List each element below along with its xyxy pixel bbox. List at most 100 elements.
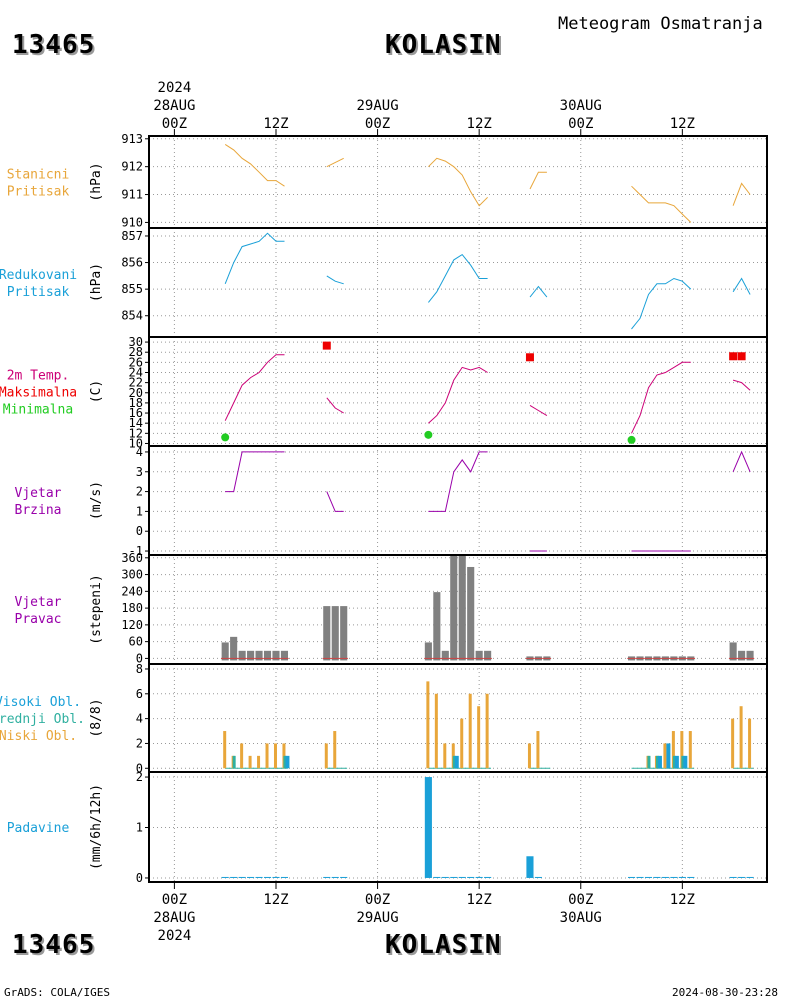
cloud-mid-bar-3 [647,755,651,769]
ytick-label-precip-1: 1 [136,821,143,835]
side-label-wind-0: Vjetar [15,486,62,501]
cloud-high-bar-4 [674,755,679,769]
xtick-label-top-4: 00Z [568,116,593,132]
ytick-label-temperature-0: 10 [129,436,143,450]
cloud-low-bar-0 [223,731,227,769]
direction-bar-2 [238,650,246,661]
xtick-label-top-5: 12Z [670,116,695,132]
series-line-reduced-2 [428,253,488,303]
precip-bar-21 [627,876,636,878]
ytick-label-direction-4: 240 [121,584,143,598]
cloud-low-bar-30 [748,718,752,769]
ytick-label-clouds-0: 0 [136,761,143,775]
ytick-label-reduced-1: 855 [121,282,143,296]
cloud-low-bar-11 [434,693,438,769]
direction-bar-18 [484,650,492,661]
panel-precip: 0 1 2 (mm/6h/12h) Padavine [7,770,768,885]
precip-bar-15 [458,876,466,878]
cloud-low-bar-12 [443,743,447,769]
cloud-low-bar-17 [485,693,489,769]
precip-bar-10 [340,876,348,878]
panel-reduced: 854 855 856 857 (hPa) Redukovani Pritisak [0,227,768,338]
side-label-clouds-0: Visoki Obl. [0,695,81,710]
direction-bar-10 [340,606,348,661]
ytick-label-temperature-3: 16 [129,406,143,420]
cloud-low-bar-10 [426,681,430,769]
cloud-mid-bar-6 [681,755,685,769]
side-label-clouds-2: Niski Obl. [0,729,77,744]
direction-bar-8 [323,606,331,661]
series-line-wind-2 [428,451,488,512]
cloud-low-bar-26 [680,731,684,769]
precip-bar-16 [467,876,475,878]
series-line-temperature-3 [529,404,548,417]
station-name-top: KOLASIN [385,30,502,60]
side-label-pressure-0: Stanicni [7,168,70,183]
ytick-label-temperature-4: 18 [129,396,143,410]
precip-bar-31 [746,876,754,878]
series-line-wind-1 [326,491,344,512]
cloud-low-bar-16 [477,706,481,769]
precip-bar-5 [263,876,272,878]
precip-bar-17 [475,876,483,878]
ytick-label-reduced-3: 857 [121,229,143,243]
tmax-marker-0 [322,341,331,350]
cloud-mid-bar-2 [452,755,456,769]
side-label-direction-0: Vjetar [15,595,62,610]
precip-bar-1 [230,876,238,878]
precip-bar-28 [687,876,695,878]
series-line-pressure-4 [631,185,692,223]
precip-bar-3 [247,876,255,878]
ytick-label-wind-2: 1 [136,504,143,518]
cloud-high-bar-0 [285,755,290,769]
ytick-label-clouds-3: 6 [136,687,143,701]
series-line-pressure-1 [326,157,344,168]
precip-bar-22 [636,876,644,878]
series-line-temperature-2 [428,366,488,424]
precip-bar-9 [331,876,339,878]
series-line-pressure-3 [529,171,547,190]
unit-label-temperature: (C) [89,380,104,403]
ytick-label-precip-2: 2 [136,770,143,784]
date-label-bottom-4: 30AUG [560,910,602,926]
side-label-direction-1: Pravac [15,612,62,627]
series-line-reduced-1 [326,275,344,285]
precip-bar-14 [450,876,458,878]
series-line-pressure-2 [428,157,488,207]
date-label-top-2: 29AUG [356,98,398,114]
station-id-top: 13465 [12,30,96,60]
xtick-label-bottom-1: 12Z [263,892,288,908]
xtick-label-top-1: 12Z [263,116,288,132]
series-line-reduced-0 [224,232,285,284]
year-label-top-0: 2024 [158,80,192,96]
ytick-label-wind-5: 4 [136,445,143,459]
precip-bar-4 [255,876,263,878]
ytick-label-direction-5: 300 [121,568,143,582]
precip-bar-0 [221,876,229,878]
xtick-label-top-2: 00Z [365,116,390,132]
ytick-label-wind-0: -1 [129,544,143,558]
precip-bar-11 [424,777,432,878]
ytick-label-pressure-2: 912 [121,160,143,174]
xtick-label-bottom-4: 00Z [568,892,593,908]
ytick-label-clouds-4: 8 [136,662,143,676]
precip-bar-20 [534,876,542,878]
cloud-low-bar-2 [240,743,244,769]
direction-bar-6 [272,650,280,661]
ytick-label-clouds-1: 2 [136,736,143,750]
series-line-temperature-4 [631,361,691,434]
side-label-wind-1: Brzina [15,503,62,518]
series-line-reduced-4 [631,277,692,330]
direction-bar-12 [433,592,441,661]
ytick-label-wind-3: 2 [136,485,143,499]
series-line-reduced-5 [732,277,751,295]
direction-bar-1 [230,636,238,661]
unit-label-clouds: (8/8) [89,698,104,737]
date-label-top-4: 30AUG [560,98,602,114]
precip-bar-24 [653,876,661,878]
cloud-high-bar-1 [454,755,459,769]
unit-label-pressure: (hPa) [89,162,104,201]
panel-frame-pressure [148,135,768,229]
cloud-mid-bar-1 [283,755,287,769]
